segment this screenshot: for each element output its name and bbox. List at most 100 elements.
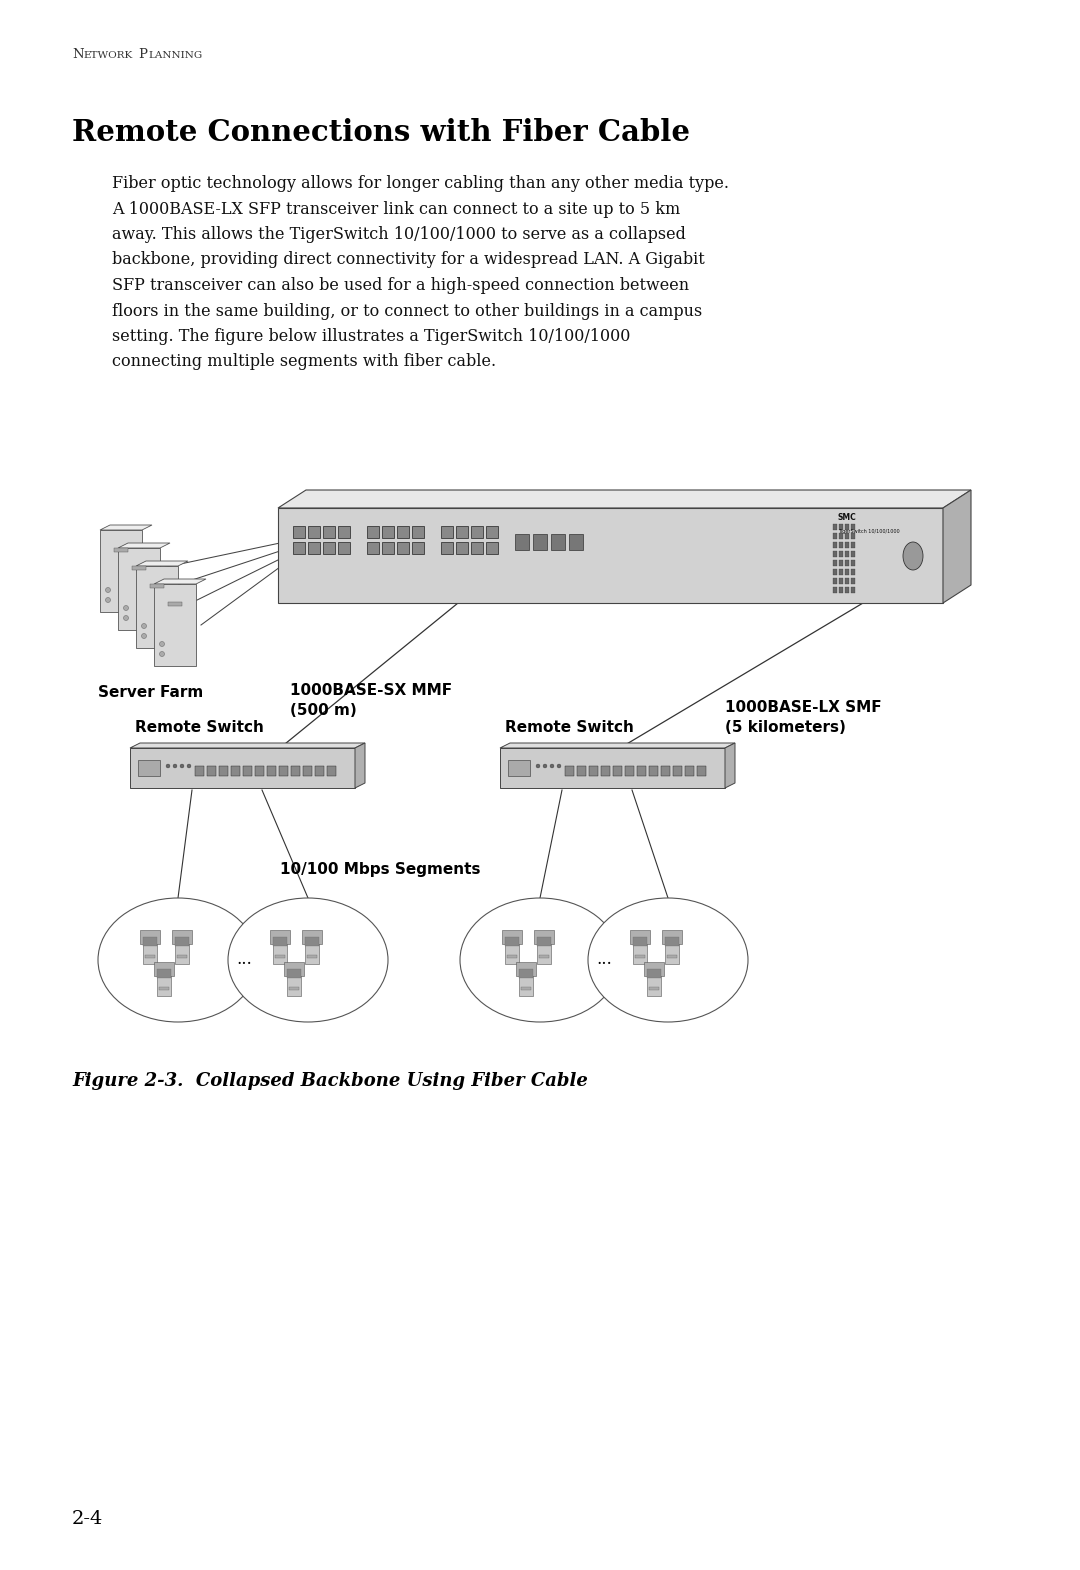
Circle shape bbox=[106, 598, 110, 603]
Text: Fiber optic technology allows for longer cabling than any other media type.: Fiber optic technology allows for longer… bbox=[112, 174, 729, 192]
Bar bbox=[471, 526, 483, 539]
Bar bbox=[273, 942, 287, 964]
Polygon shape bbox=[154, 579, 206, 584]
Text: Remote Switch: Remote Switch bbox=[505, 721, 634, 735]
Bar bbox=[662, 929, 681, 944]
Bar bbox=[515, 534, 529, 550]
Text: floors in the same building, or to connect to other buildings in a campus: floors in the same building, or to conne… bbox=[112, 303, 702, 320]
Text: ...: ... bbox=[237, 951, 252, 969]
Bar bbox=[154, 584, 195, 666]
Bar bbox=[308, 526, 320, 539]
Circle shape bbox=[550, 765, 554, 768]
Bar bbox=[516, 962, 536, 977]
Text: P: P bbox=[138, 49, 147, 61]
Bar bbox=[521, 988, 531, 991]
Bar bbox=[308, 542, 320, 554]
Bar bbox=[845, 587, 849, 593]
Circle shape bbox=[123, 606, 129, 611]
Bar bbox=[647, 973, 661, 995]
Bar bbox=[118, 548, 160, 630]
Bar bbox=[633, 942, 647, 964]
Bar bbox=[630, 929, 650, 944]
Bar bbox=[508, 760, 530, 776]
Bar bbox=[845, 532, 849, 539]
Bar bbox=[305, 937, 319, 947]
Bar bbox=[291, 766, 300, 776]
Bar bbox=[100, 531, 141, 612]
Bar bbox=[411, 526, 424, 539]
Bar bbox=[175, 937, 189, 947]
Bar bbox=[140, 929, 160, 944]
Bar bbox=[143, 937, 157, 947]
Bar bbox=[270, 929, 291, 944]
Text: SMC: SMC bbox=[838, 513, 856, 521]
Bar bbox=[138, 760, 160, 776]
Bar bbox=[537, 937, 551, 947]
Bar bbox=[456, 526, 468, 539]
Bar bbox=[644, 962, 664, 977]
Bar bbox=[833, 568, 837, 575]
Bar bbox=[219, 766, 228, 776]
Circle shape bbox=[141, 623, 147, 628]
Bar bbox=[647, 969, 661, 978]
Bar bbox=[833, 542, 837, 548]
Bar bbox=[284, 962, 303, 977]
Circle shape bbox=[180, 765, 184, 768]
Bar bbox=[327, 766, 336, 776]
Bar bbox=[851, 551, 855, 557]
Polygon shape bbox=[278, 490, 971, 509]
Bar bbox=[613, 766, 622, 776]
Circle shape bbox=[123, 615, 129, 620]
Bar bbox=[338, 542, 350, 554]
Bar bbox=[665, 942, 679, 964]
Bar bbox=[507, 955, 517, 958]
Bar bbox=[633, 937, 647, 947]
Bar bbox=[697, 766, 706, 776]
Bar bbox=[168, 601, 183, 606]
Bar bbox=[839, 542, 843, 548]
Ellipse shape bbox=[588, 898, 748, 1022]
Bar bbox=[839, 587, 843, 593]
Text: A 1000BASE-LX SFP transceiver link can connect to a site up to 5 km: A 1000BASE-LX SFP transceiver link can c… bbox=[112, 201, 680, 218]
Ellipse shape bbox=[903, 542, 923, 570]
Polygon shape bbox=[130, 743, 365, 747]
Bar bbox=[637, 766, 646, 776]
Bar bbox=[150, 584, 164, 589]
Bar bbox=[833, 532, 837, 539]
Bar bbox=[534, 929, 554, 944]
Bar bbox=[315, 766, 324, 776]
Polygon shape bbox=[130, 747, 355, 788]
Text: connecting multiple segments with fiber cable.: connecting multiple segments with fiber … bbox=[112, 353, 496, 371]
Bar bbox=[441, 542, 453, 554]
Text: 1000BASE-SX MMF
(500 m): 1000BASE-SX MMF (500 m) bbox=[291, 683, 453, 717]
Polygon shape bbox=[118, 543, 170, 548]
Bar bbox=[851, 578, 855, 584]
Bar bbox=[577, 766, 586, 776]
Bar bbox=[307, 955, 318, 958]
Bar bbox=[839, 551, 843, 557]
Bar bbox=[382, 542, 394, 554]
Bar bbox=[486, 542, 498, 554]
Text: Figure 2-3.  Collapsed Backbone Using Fiber Cable: Figure 2-3. Collapsed Backbone Using Fib… bbox=[72, 1072, 588, 1090]
Bar bbox=[537, 942, 551, 964]
Circle shape bbox=[160, 642, 164, 647]
Polygon shape bbox=[278, 509, 943, 603]
Bar bbox=[833, 578, 837, 584]
Polygon shape bbox=[136, 560, 188, 567]
Bar bbox=[667, 955, 677, 958]
Bar bbox=[845, 524, 849, 531]
Bar bbox=[136, 567, 178, 648]
Bar bbox=[845, 551, 849, 557]
Polygon shape bbox=[725, 743, 735, 788]
Bar bbox=[851, 587, 855, 593]
Bar bbox=[665, 937, 679, 947]
Bar bbox=[338, 526, 350, 539]
Text: away. This allows the TigerSwitch 10/100/1000 to serve as a collapsed: away. This allows the TigerSwitch 10/100… bbox=[112, 226, 686, 243]
Bar bbox=[534, 534, 546, 550]
Bar bbox=[441, 526, 453, 539]
Bar bbox=[600, 766, 610, 776]
Bar bbox=[851, 568, 855, 575]
Bar bbox=[172, 929, 192, 944]
Circle shape bbox=[106, 587, 110, 592]
Bar bbox=[411, 542, 424, 554]
